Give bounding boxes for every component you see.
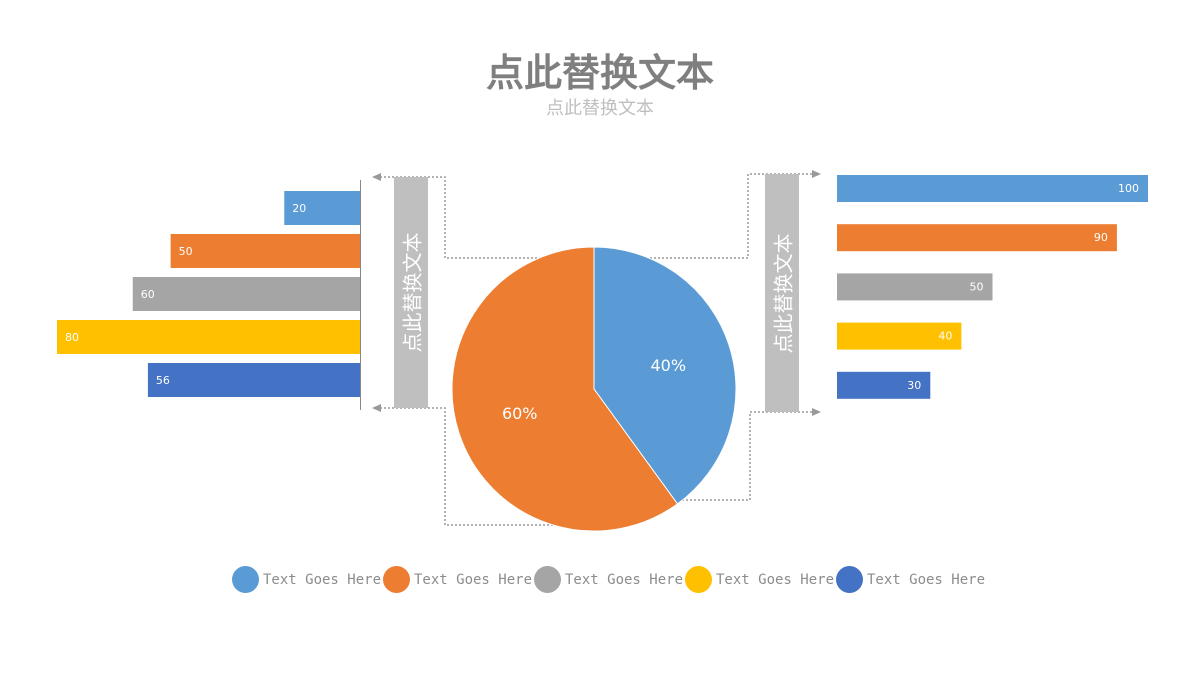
- right-bar-label: 100: [1118, 182, 1139, 195]
- legend-item: Text Goes Here: [534, 566, 685, 593]
- arrow-right-bottom-icon: [812, 408, 821, 416]
- arrow-left-top-icon: [372, 173, 381, 181]
- arrow-right-top-icon: [812, 170, 821, 178]
- legend-label: Text Goes Here: [716, 571, 835, 588]
- left-bar-label: 20: [292, 202, 306, 215]
- legend-label: Text Goes Here: [565, 571, 684, 588]
- left-bar: [170, 234, 360, 268]
- right-bar-label: 40: [938, 330, 952, 343]
- pie-slice-label: 60%: [502, 404, 538, 423]
- left-bar-label: 60: [141, 288, 155, 301]
- legend-swatch: [534, 566, 561, 593]
- legend-swatch: [232, 566, 259, 593]
- legend-label: Text Goes Here: [263, 571, 382, 588]
- left-bar: [132, 277, 360, 311]
- right-bar-label: 30: [907, 379, 921, 392]
- pie-slice: [451, 246, 679, 532]
- left-bar: [147, 363, 360, 397]
- arrowheads: [372, 170, 821, 416]
- legend-item: Text Goes Here: [232, 566, 383, 593]
- legend-swatch: [383, 566, 410, 593]
- legend-label: Text Goes Here: [414, 571, 533, 588]
- left-bar: [284, 191, 360, 225]
- left-bar: [57, 320, 360, 354]
- left-side-label-box: 点此替换文本: [394, 177, 428, 408]
- legend-item: Text Goes Here: [685, 566, 836, 593]
- connector-left-bottom: [380, 407, 594, 526]
- right-side-label-box: 点此替换文本: [765, 174, 799, 412]
- left-bar-label: 50: [179, 245, 193, 258]
- connector-right-bottom: [680, 411, 812, 501]
- slide-title: 点此替换文本: [485, 51, 714, 95]
- right-bar-label: 90: [1094, 231, 1108, 244]
- left-bar-label: 56: [156, 374, 170, 387]
- right-bar-label: 50: [970, 280, 984, 293]
- legend-swatch: [836, 566, 863, 593]
- pie-slice: [593, 246, 737, 505]
- legend-swatch: [685, 566, 712, 593]
- slide-subtitle: 点此替换文本: [546, 98, 654, 119]
- right-bar: [837, 273, 993, 301]
- legend-item: Text Goes Here: [836, 566, 987, 593]
- right-bar: [837, 322, 962, 350]
- legend-label: Text Goes Here: [867, 571, 986, 588]
- legend: Text Goes Here Text Goes Here Text Goes …: [232, 566, 987, 593]
- left-bar-label: 80: [65, 331, 79, 344]
- left-side-label: 点此替换文本: [400, 232, 425, 353]
- pie-slice-label: 40%: [650, 356, 686, 375]
- right-side-label: 点此替换文本: [771, 233, 796, 353]
- right-bar: [837, 175, 1148, 202]
- arrow-left-bottom-icon: [372, 404, 381, 412]
- right-bar: [837, 224, 1117, 252]
- legend-item: Text Goes Here: [383, 566, 534, 593]
- right-bar: [837, 371, 931, 399]
